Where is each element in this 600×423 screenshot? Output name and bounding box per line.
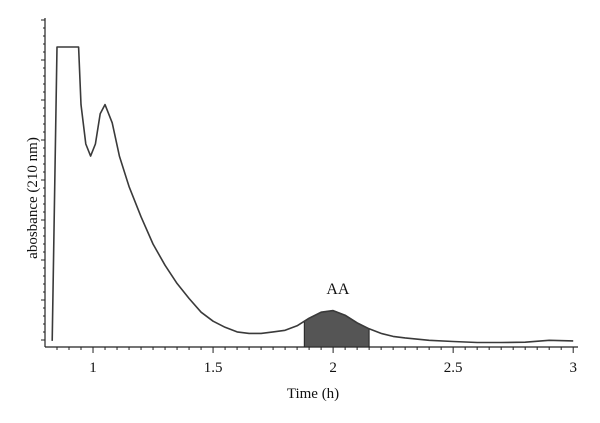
- x-tick-label: 1: [89, 360, 97, 376]
- x-tick-label: 2: [329, 360, 337, 376]
- x-tick-label: 1.5: [204, 360, 223, 376]
- peak-annotation-label: AA: [326, 281, 350, 298]
- absorbance-trace-line: [51, 46, 574, 344]
- y-axis-ticks: [41, 19, 45, 341]
- x-axis-title: Time (h): [287, 386, 339, 402]
- x-tick-label: 3: [569, 360, 577, 376]
- x-tick-label: 2.5: [444, 360, 463, 376]
- x-tick-labels: 1 1.5 2 2.5 3: [89, 360, 577, 376]
- annotations: AA: [326, 281, 350, 298]
- y-axis-title: abosbance (210 nm): [25, 137, 41, 259]
- axes: [41, 18, 578, 353]
- x-axis-minor-ticks: [56, 347, 574, 353]
